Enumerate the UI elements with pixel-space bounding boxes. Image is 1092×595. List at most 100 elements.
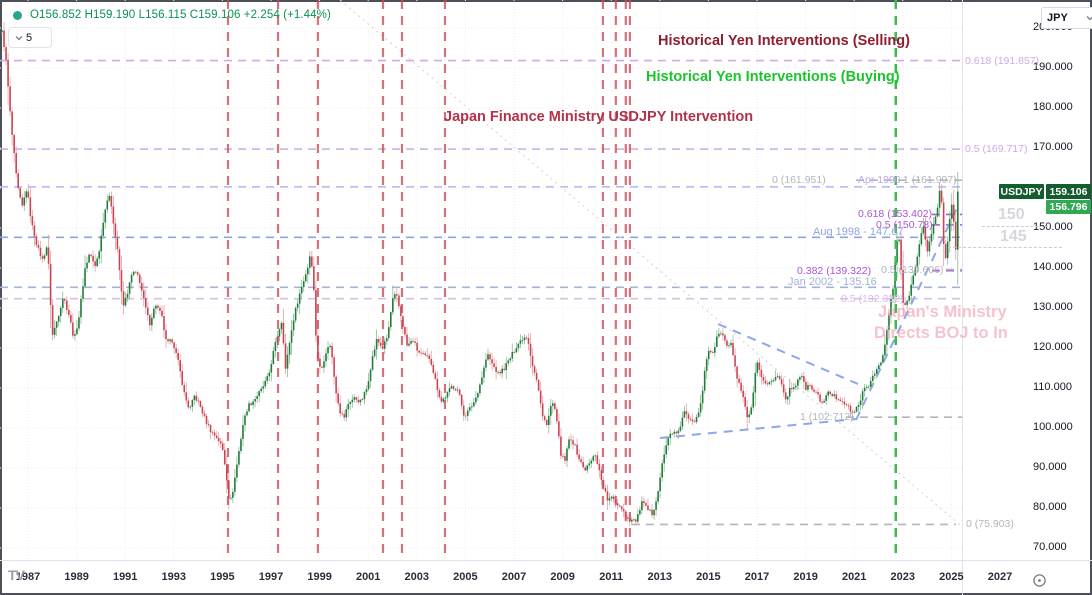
candle-body [918, 244, 921, 257]
candle-body [853, 411, 856, 413]
candle-body [179, 360, 181, 372]
timezone-clock-icon[interactable] [1032, 573, 1047, 588]
candle-body [819, 394, 821, 402]
candle-body [515, 348, 518, 353]
fib-level-label[interactable]: 0.5 (139.606) [881, 263, 944, 276]
candle-body [272, 351, 275, 364]
candle-body [440, 397, 443, 402]
candle-body [167, 339, 169, 342]
candle-body [379, 342, 382, 346]
candle-body [831, 393, 834, 396]
ghost-level-label[interactable]: 145 [998, 228, 1029, 246]
candle-body [292, 320, 295, 331]
candle-body [460, 394, 463, 406]
candle-body [598, 463, 601, 471]
fib-level-label[interactable]: 0 (75.903) [966, 518, 1014, 531]
candle-body [691, 419, 694, 422]
candle-body [313, 266, 315, 291]
candle-body [51, 305, 54, 335]
year-axis-tick: 2025 [939, 571, 964, 583]
candle-body [118, 249, 121, 271]
candle-body [797, 379, 799, 386]
price-axis-separator [962, 0, 963, 595]
candle-body [57, 316, 60, 322]
candle-body [274, 342, 277, 351]
candle-body [244, 415, 246, 426]
candle-body [803, 376, 805, 382]
candle-body [657, 491, 659, 502]
candle-body [31, 216, 34, 226]
candle-body [882, 355, 884, 363]
candle-body [564, 456, 566, 461]
candle-body [173, 342, 175, 349]
candle-body [74, 334, 76, 336]
candle-body [475, 397, 477, 403]
ghost-level-line[interactable] [982, 226, 1048, 227]
candle-body [677, 430, 680, 434]
candlestick-chart[interactable] [0, 0, 962, 560]
candle-body [892, 288, 894, 299]
ghost-level-label[interactable]: 150 [996, 206, 1027, 224]
candle-body [876, 369, 878, 374]
candle-body [335, 376, 337, 394]
candle-body [489, 354, 491, 360]
candle-body [181, 371, 184, 385]
candle-body [948, 218, 951, 242]
candle-body [458, 389, 461, 395]
candle-body [161, 310, 163, 317]
trendline[interactable] [659, 418, 857, 439]
candle-body [9, 86, 11, 112]
trendline[interactable] [339, 0, 962, 540]
selling-interventions-title[interactable]: Historical Yen Interventions (Selling) [658, 33, 910, 49]
candle-body [647, 505, 649, 510]
candle-body [256, 396, 258, 399]
candle-body [786, 396, 789, 400]
candle-body [685, 411, 688, 415]
currency-dropdown[interactable]: JPY [1041, 7, 1092, 29]
candle-body [535, 372, 538, 380]
last-price-badge: 159.106 [1046, 184, 1091, 199]
fib-level-label[interactable]: 0.382 (139.322) [797, 264, 872, 277]
candle-body [398, 295, 400, 307]
symbol-legend[interactable]: O156.852 H159.190 L156.115 C159.106 +2.2… [13, 9, 331, 21]
candle-body [645, 503, 647, 506]
candle-body [869, 380, 872, 387]
fib-level-label[interactable]: 0.618 (191.857) [965, 54, 1040, 67]
candle-body [426, 355, 429, 356]
candle-body [606, 491, 609, 501]
fib-level-label[interactable]: 1 (102.712) [800, 411, 854, 424]
ghost-level-line[interactable] [948, 247, 1062, 248]
candle-body [778, 376, 781, 380]
fib-level-label[interactable]: 0.5 (132.332) [841, 292, 904, 305]
fib-level-label[interactable]: 0.618 (153.402) [858, 208, 933, 221]
candle-body [456, 389, 459, 391]
fib-level-label[interactable]: 0.5 (169.717) [965, 143, 1028, 156]
buying-interventions-title[interactable]: Historical Yen Interventions (Buying) [646, 69, 900, 85]
candle-body [566, 448, 568, 461]
candle-body [45, 247, 48, 256]
candle-body [863, 387, 866, 392]
candle-body [191, 400, 194, 407]
fib-level-label[interactable]: 0 (161.951) [772, 174, 826, 187]
candle-body [280, 322, 283, 330]
candle-body [92, 255, 94, 262]
tradingview-logo[interactable]: TV [8, 567, 25, 583]
candle-body [213, 432, 216, 436]
drawing-label[interactable]: 1 (161.997) [903, 174, 957, 186]
candle-body [250, 403, 252, 405]
candle-body [513, 352, 516, 353]
candle-body [485, 359, 487, 368]
candle-body [343, 414, 346, 418]
price-chart-pane[interactable] [0, 0, 962, 560]
fib-level-label[interactable]: Aug 1998 - 147.67 [813, 226, 904, 239]
year-axis-tick: 2017 [744, 571, 770, 583]
fib-level-label[interactable]: Jan 2002 - 135.16 [788, 276, 877, 289]
drawing-label[interactable]: Apr 1990 [858, 174, 901, 186]
candle-body [916, 256, 919, 268]
candle-body [159, 307, 161, 311]
candle-body [183, 385, 186, 393]
timeframe-button[interactable]: 5 [8, 27, 52, 48]
ministry-intervention-title[interactable]: Japan Finance Ministry USDJPY Interventi… [444, 109, 754, 125]
fib-level-label[interactable]: 0.5 (150.78) [876, 218, 933, 231]
candle-body [347, 403, 350, 410]
